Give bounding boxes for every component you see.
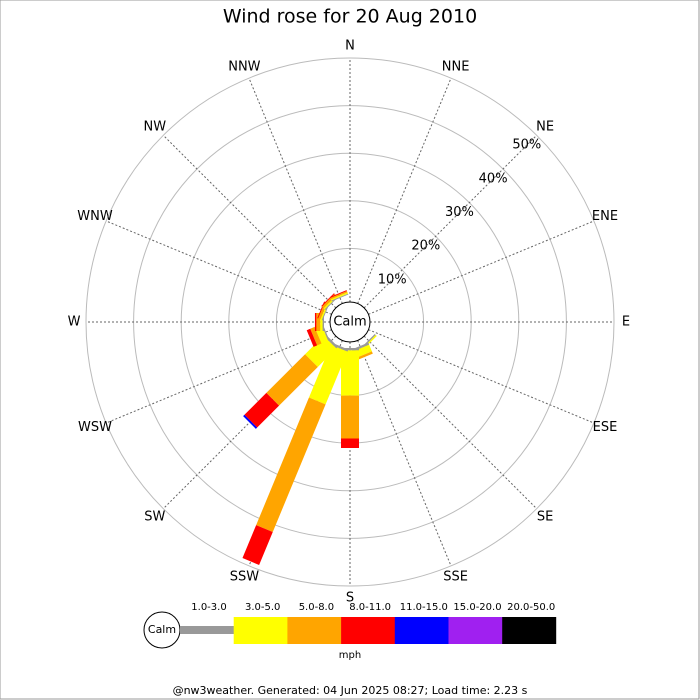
bar-segment bbox=[244, 392, 280, 428]
bar-segment bbox=[341, 350, 359, 396]
direction-label: SE bbox=[537, 510, 553, 525]
spoke bbox=[162, 134, 337, 309]
direction-label: S bbox=[346, 591, 354, 606]
bar-segment bbox=[242, 525, 273, 565]
calm-label: Calm bbox=[333, 315, 366, 330]
bar-segment bbox=[305, 335, 337, 367]
legend-label: 11.0-15.0 bbox=[400, 602, 448, 613]
legend-swatch bbox=[394, 617, 449, 644]
direction-label: NE bbox=[536, 119, 554, 134]
spoke bbox=[363, 335, 538, 510]
bar-segment bbox=[341, 395, 359, 439]
direction-label: E bbox=[622, 315, 630, 330]
grid-ring bbox=[85, 57, 615, 587]
spoke bbox=[357, 340, 452, 567]
legend-swatch bbox=[180, 626, 234, 634]
bar-segment bbox=[266, 354, 318, 406]
legend-label: 20.0-50.0 bbox=[507, 602, 555, 613]
r-tick-label: 10% bbox=[378, 272, 407, 287]
legend-swatch bbox=[287, 617, 342, 644]
bar-segment bbox=[310, 326, 322, 346]
direction-label: SW bbox=[144, 510, 165, 525]
spoke bbox=[368, 329, 595, 424]
direction-label: ENE bbox=[592, 209, 618, 224]
r-tick-label: 20% bbox=[411, 239, 440, 254]
bar-segment bbox=[329, 290, 347, 298]
bar-segment bbox=[308, 344, 348, 405]
legend-label: 5.0-8.0 bbox=[299, 602, 334, 613]
legend-swatch bbox=[448, 617, 503, 644]
direction-label: ESE bbox=[593, 420, 618, 435]
bar-segment bbox=[330, 292, 349, 301]
direction-label: WSW bbox=[78, 420, 112, 435]
direction-label: WNW bbox=[77, 209, 113, 224]
bar-segment bbox=[306, 328, 318, 347]
legend-swatch bbox=[502, 617, 557, 644]
spoke bbox=[363, 134, 538, 309]
direction-label: NNE bbox=[442, 60, 470, 75]
bar-segment bbox=[243, 414, 258, 429]
legend-label: 8.0-11.0 bbox=[349, 602, 391, 613]
chart-title: Wind rose for 20 Aug 2010 bbox=[223, 6, 477, 28]
spoke bbox=[357, 77, 452, 304]
direction-label: NW bbox=[144, 119, 167, 134]
calm-circle bbox=[329, 301, 371, 343]
r-tick-label: 30% bbox=[445, 205, 474, 220]
direction-label: W bbox=[68, 315, 81, 330]
direction-label: SSE bbox=[443, 569, 468, 584]
bar-segment bbox=[330, 291, 348, 300]
legend-calm-label: Calm bbox=[148, 623, 176, 636]
bar-segment bbox=[355, 351, 373, 361]
spoke bbox=[105, 329, 332, 424]
bar-segment bbox=[256, 397, 326, 532]
spoke bbox=[105, 220, 332, 315]
direction-label: NNW bbox=[228, 60, 260, 75]
bar-segment bbox=[331, 293, 349, 302]
footer: @nw3weather. Generated: 04 Jun 2025 08:2… bbox=[173, 684, 528, 697]
spoke bbox=[248, 77, 343, 304]
legend-label: 3.0-5.0 bbox=[245, 602, 280, 613]
legend-swatch bbox=[233, 617, 288, 644]
bar-segment bbox=[341, 438, 359, 448]
legend-unit: mph bbox=[339, 650, 361, 661]
r-tick-label: 40% bbox=[479, 171, 508, 186]
legend-swatch bbox=[341, 617, 396, 644]
bar-segment bbox=[314, 313, 317, 331]
spoke bbox=[368, 220, 595, 315]
legend-label: 15.0-20.0 bbox=[453, 602, 501, 613]
legend-label: 1.0-3.0 bbox=[191, 602, 226, 613]
direction-label: SSW bbox=[230, 569, 260, 584]
direction-label: N bbox=[345, 39, 355, 54]
